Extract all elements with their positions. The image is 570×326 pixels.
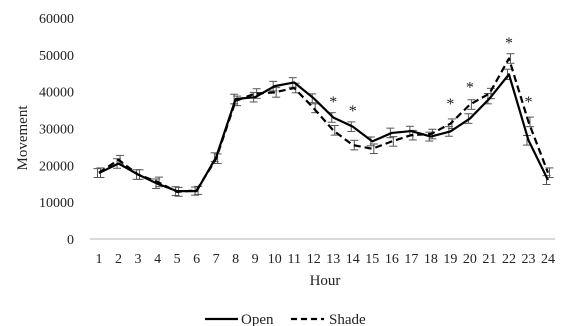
y-tick-label: 0 — [67, 233, 74, 248]
y-axis-label: Movement — [15, 105, 31, 171]
series-line-shade — [98, 57, 550, 193]
y-tick-label: 50000 — [39, 49, 74, 64]
x-tick-label: 8 — [232, 252, 239, 267]
y-tick-label: 30000 — [39, 123, 74, 138]
y-axis: 0 10000 20000 30000 40000 50000 60000 — [39, 12, 74, 248]
x-tick-label: 2 — [115, 252, 122, 267]
x-tick-label: 19 — [443, 252, 457, 267]
legend-label-open: Open — [241, 312, 274, 326]
x-tick-label: 18 — [424, 252, 438, 267]
x-tick-label: 17 — [404, 252, 418, 267]
x-tick-label: 10 — [268, 252, 282, 267]
x-tick-label: 23 — [521, 252, 535, 267]
significance-marker: * — [446, 96, 454, 113]
x-tick-label: 5 — [174, 252, 181, 267]
x-tick-label: 24 — [541, 252, 555, 267]
significance-marker: * — [349, 103, 357, 120]
legend-label-shade: Shade — [329, 312, 366, 326]
x-tick-label: 13 — [326, 252, 340, 267]
y-tick-label: 60000 — [39, 12, 74, 27]
x-tick-label: 1 — [96, 252, 103, 267]
x-tick-label: 7 — [213, 252, 220, 267]
significance-marker: * — [505, 35, 513, 52]
x-tick-label: 6 — [193, 252, 200, 267]
annotations: * * * * * * — [329, 35, 532, 120]
x-tick-label: 16 — [385, 252, 399, 267]
x-axis-label: Hour — [310, 273, 341, 289]
significance-marker: * — [466, 79, 474, 96]
x-tick-label: 3 — [135, 252, 142, 267]
x-tick-label: 22 — [502, 252, 516, 267]
x-tick-label: 14 — [346, 252, 360, 267]
x-tick-label: 12 — [307, 252, 321, 267]
x-tick-label: 15 — [365, 252, 379, 267]
x-tick-label: 4 — [154, 252, 161, 267]
series-line-open — [98, 73, 549, 193]
significance-marker: * — [524, 94, 532, 111]
x-tick-label: 20 — [463, 252, 477, 267]
x-tick-label: 21 — [482, 252, 496, 267]
legend: Open Shade — [205, 312, 366, 326]
x-tick-label: 9 — [252, 252, 259, 267]
y-tick-label: 20000 — [39, 159, 74, 174]
series-lines — [98, 57, 550, 193]
y-tick-label: 40000 — [39, 86, 74, 101]
error-bars — [93, 53, 554, 197]
y-tick-label: 10000 — [39, 196, 74, 211]
x-axis: 1 2 3 4 5 6 7 8 9 10 11 12 13 14 15 16 17 18 19 20 21 22 23 24 — [90, 238, 555, 267]
x-tick-label: 11 — [287, 252, 300, 267]
significance-marker: * — [329, 94, 337, 111]
